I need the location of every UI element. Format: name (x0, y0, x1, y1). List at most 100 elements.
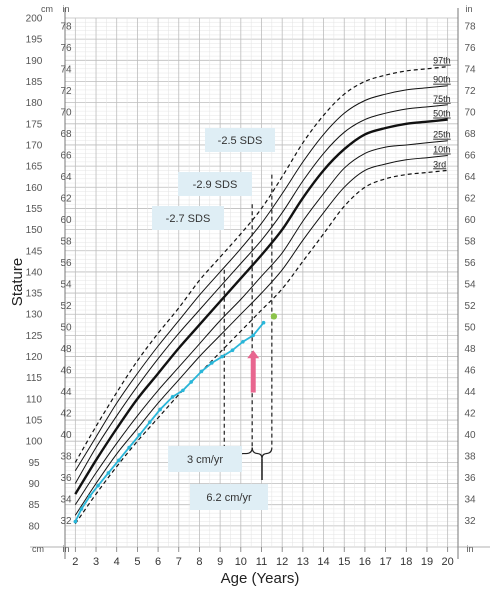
y-tick-label-cm: 115 (26, 373, 42, 384)
percentile-curve-90th (74, 85, 448, 472)
x-tick-label: 11 (256, 556, 267, 568)
y-tick-label-cm: 200 (26, 14, 43, 25)
y-tick-label-in-left: 46 (60, 365, 72, 376)
patient-point (261, 320, 266, 325)
y-tick-label-in-right: 48 (464, 344, 476, 355)
velocity-box-label: 6.2 cm/yr (206, 492, 252, 504)
y-tick-label-cm: 165 (26, 162, 43, 173)
y-tick-label-in-left: 68 (60, 129, 72, 140)
x-tick-label: 19 (421, 556, 433, 568)
y-tick-label-cm: 170 (26, 140, 43, 151)
x-tick-label: 12 (276, 556, 288, 568)
y-tick-label-in-right: 66 (464, 150, 476, 161)
x-tick-label: 7 (176, 556, 182, 568)
x-tick-label: 9 (217, 556, 223, 568)
percentile-curve-75th (74, 104, 448, 484)
patient-point (106, 471, 111, 475)
patient-line (74, 322, 265, 522)
y-tick-label-cm: 80 (28, 521, 40, 532)
patient-point (137, 433, 142, 437)
percentile-curve-10th (74, 155, 448, 516)
y-tick-label-in-right: 78 (464, 21, 476, 32)
y-tick-label-in-left: 78 (60, 21, 72, 32)
sds-box-label: -2.7 SDS (166, 213, 211, 225)
percentile-curve-97th (74, 66, 448, 463)
y-tick-label-in-right: 52 (464, 301, 476, 312)
unit-label-in-right-bottom: in (466, 544, 473, 554)
y-tick-label-in-left: 66 (60, 150, 72, 161)
y-tick-label-in-right: 38 (464, 451, 476, 462)
patient-point (199, 369, 204, 374)
patient-point (170, 394, 175, 399)
y-tick-label-in-right: 64 (464, 172, 476, 183)
patient-point (181, 388, 185, 393)
y-tick-label-cm: 190 (26, 56, 43, 67)
y-tick-label-in-left: 72 (60, 86, 72, 97)
y-tick-label-in-right: 40 (464, 430, 476, 441)
patient-point (79, 507, 84, 511)
x-tick-label: 4 (114, 556, 120, 568)
y-tick-label-in-left: 76 (60, 43, 72, 54)
y-tick-label-cm: 145 (26, 246, 43, 257)
y-tick-label-cm: 175 (26, 119, 43, 130)
sds-box-label: -2.5 SDS (218, 135, 263, 147)
y-tick-label-in-right: 44 (464, 387, 476, 398)
unit-label-in-left-bottom: in (62, 544, 69, 554)
y-tick-label-in-right: 62 (464, 193, 476, 204)
patient-point (230, 348, 235, 353)
patient-series (73, 313, 278, 524)
percentile-label-90th: 90th (433, 75, 451, 85)
y-tick-label-in-left: 56 (60, 258, 72, 269)
y-tick-label-in-right: 60 (464, 215, 476, 226)
y-tick-label-cm: 100 (26, 437, 43, 448)
patient-point (210, 361, 214, 365)
unit-label-in-right-top: in (465, 4, 472, 14)
x-tick-label: 15 (338, 556, 350, 568)
x-tick-label: 20 (442, 556, 454, 568)
y-tick-label-in-right: 46 (464, 365, 476, 376)
y-tick-label-cm: 185 (26, 77, 43, 88)
y-tick-label-in-left: 34 (60, 494, 72, 505)
y-tick-label-in-left: 54 (60, 279, 72, 290)
y-tick-label-in-right: 68 (464, 129, 476, 140)
y-tick-label-cm: 160 (26, 183, 43, 194)
y-tick-label-in-right: 34 (464, 494, 476, 505)
y-tick-label-cm: 105 (26, 416, 43, 427)
patient-point (127, 445, 131, 450)
patient-point (220, 354, 224, 359)
percentile-label-25th: 25th (433, 130, 451, 140)
x-tick-label: 10 (235, 556, 247, 568)
annotations: -2.5 SDS -2.9 SDS -2.7 SDS 3 cm/yr 6.2 cm/yr (152, 128, 275, 510)
y-tick-label-in-left: 40 (60, 430, 72, 441)
y-tick-label-cm: 155 (26, 204, 43, 215)
y-tick-label-in-left: 60 (60, 215, 72, 226)
x-tick-label: 5 (134, 556, 140, 568)
velocity-box (168, 446, 242, 472)
x-tick-label: 6 (155, 556, 161, 568)
percentile-label-10th: 10th (433, 145, 451, 155)
percentile-label-3rd: 3rd (433, 159, 446, 169)
y-tick-label-in-left: 32 (60, 516, 72, 527)
y-tick-label-in-right: 74 (464, 64, 476, 75)
y-tick-label-in-left: 50 (60, 322, 72, 333)
y-axis-label: Stature (9, 258, 26, 306)
patient-point (73, 519, 78, 524)
percentile-curve-3rd (74, 169, 448, 525)
velocity-box-label: 3 cm/yr (187, 454, 223, 466)
percentile-label-97th: 97th (433, 56, 451, 66)
y-tick-label-in-left: 44 (60, 387, 72, 398)
x-tick-label: 3 (93, 556, 99, 568)
y-tick-label-cm: 120 (26, 352, 43, 363)
y-tick-label-cm: 85 (28, 500, 40, 511)
percentile-curves: 97th 90th 75th 50th 25th 10th 3rd (74, 56, 451, 525)
y-tick-label-in-right: 76 (464, 43, 476, 54)
y-tick-label-in-left: 52 (60, 301, 72, 312)
y-tick-label-cm: 130 (26, 310, 43, 321)
y-tick-label-in-left: 48 (60, 344, 72, 355)
unit-label-cm-top: cm (41, 4, 53, 14)
patient-point (88, 494, 92, 499)
y-tick-label-cm: 125 (26, 331, 43, 342)
y-tick-label-cm: 95 (28, 458, 40, 469)
patient-point (116, 458, 121, 463)
